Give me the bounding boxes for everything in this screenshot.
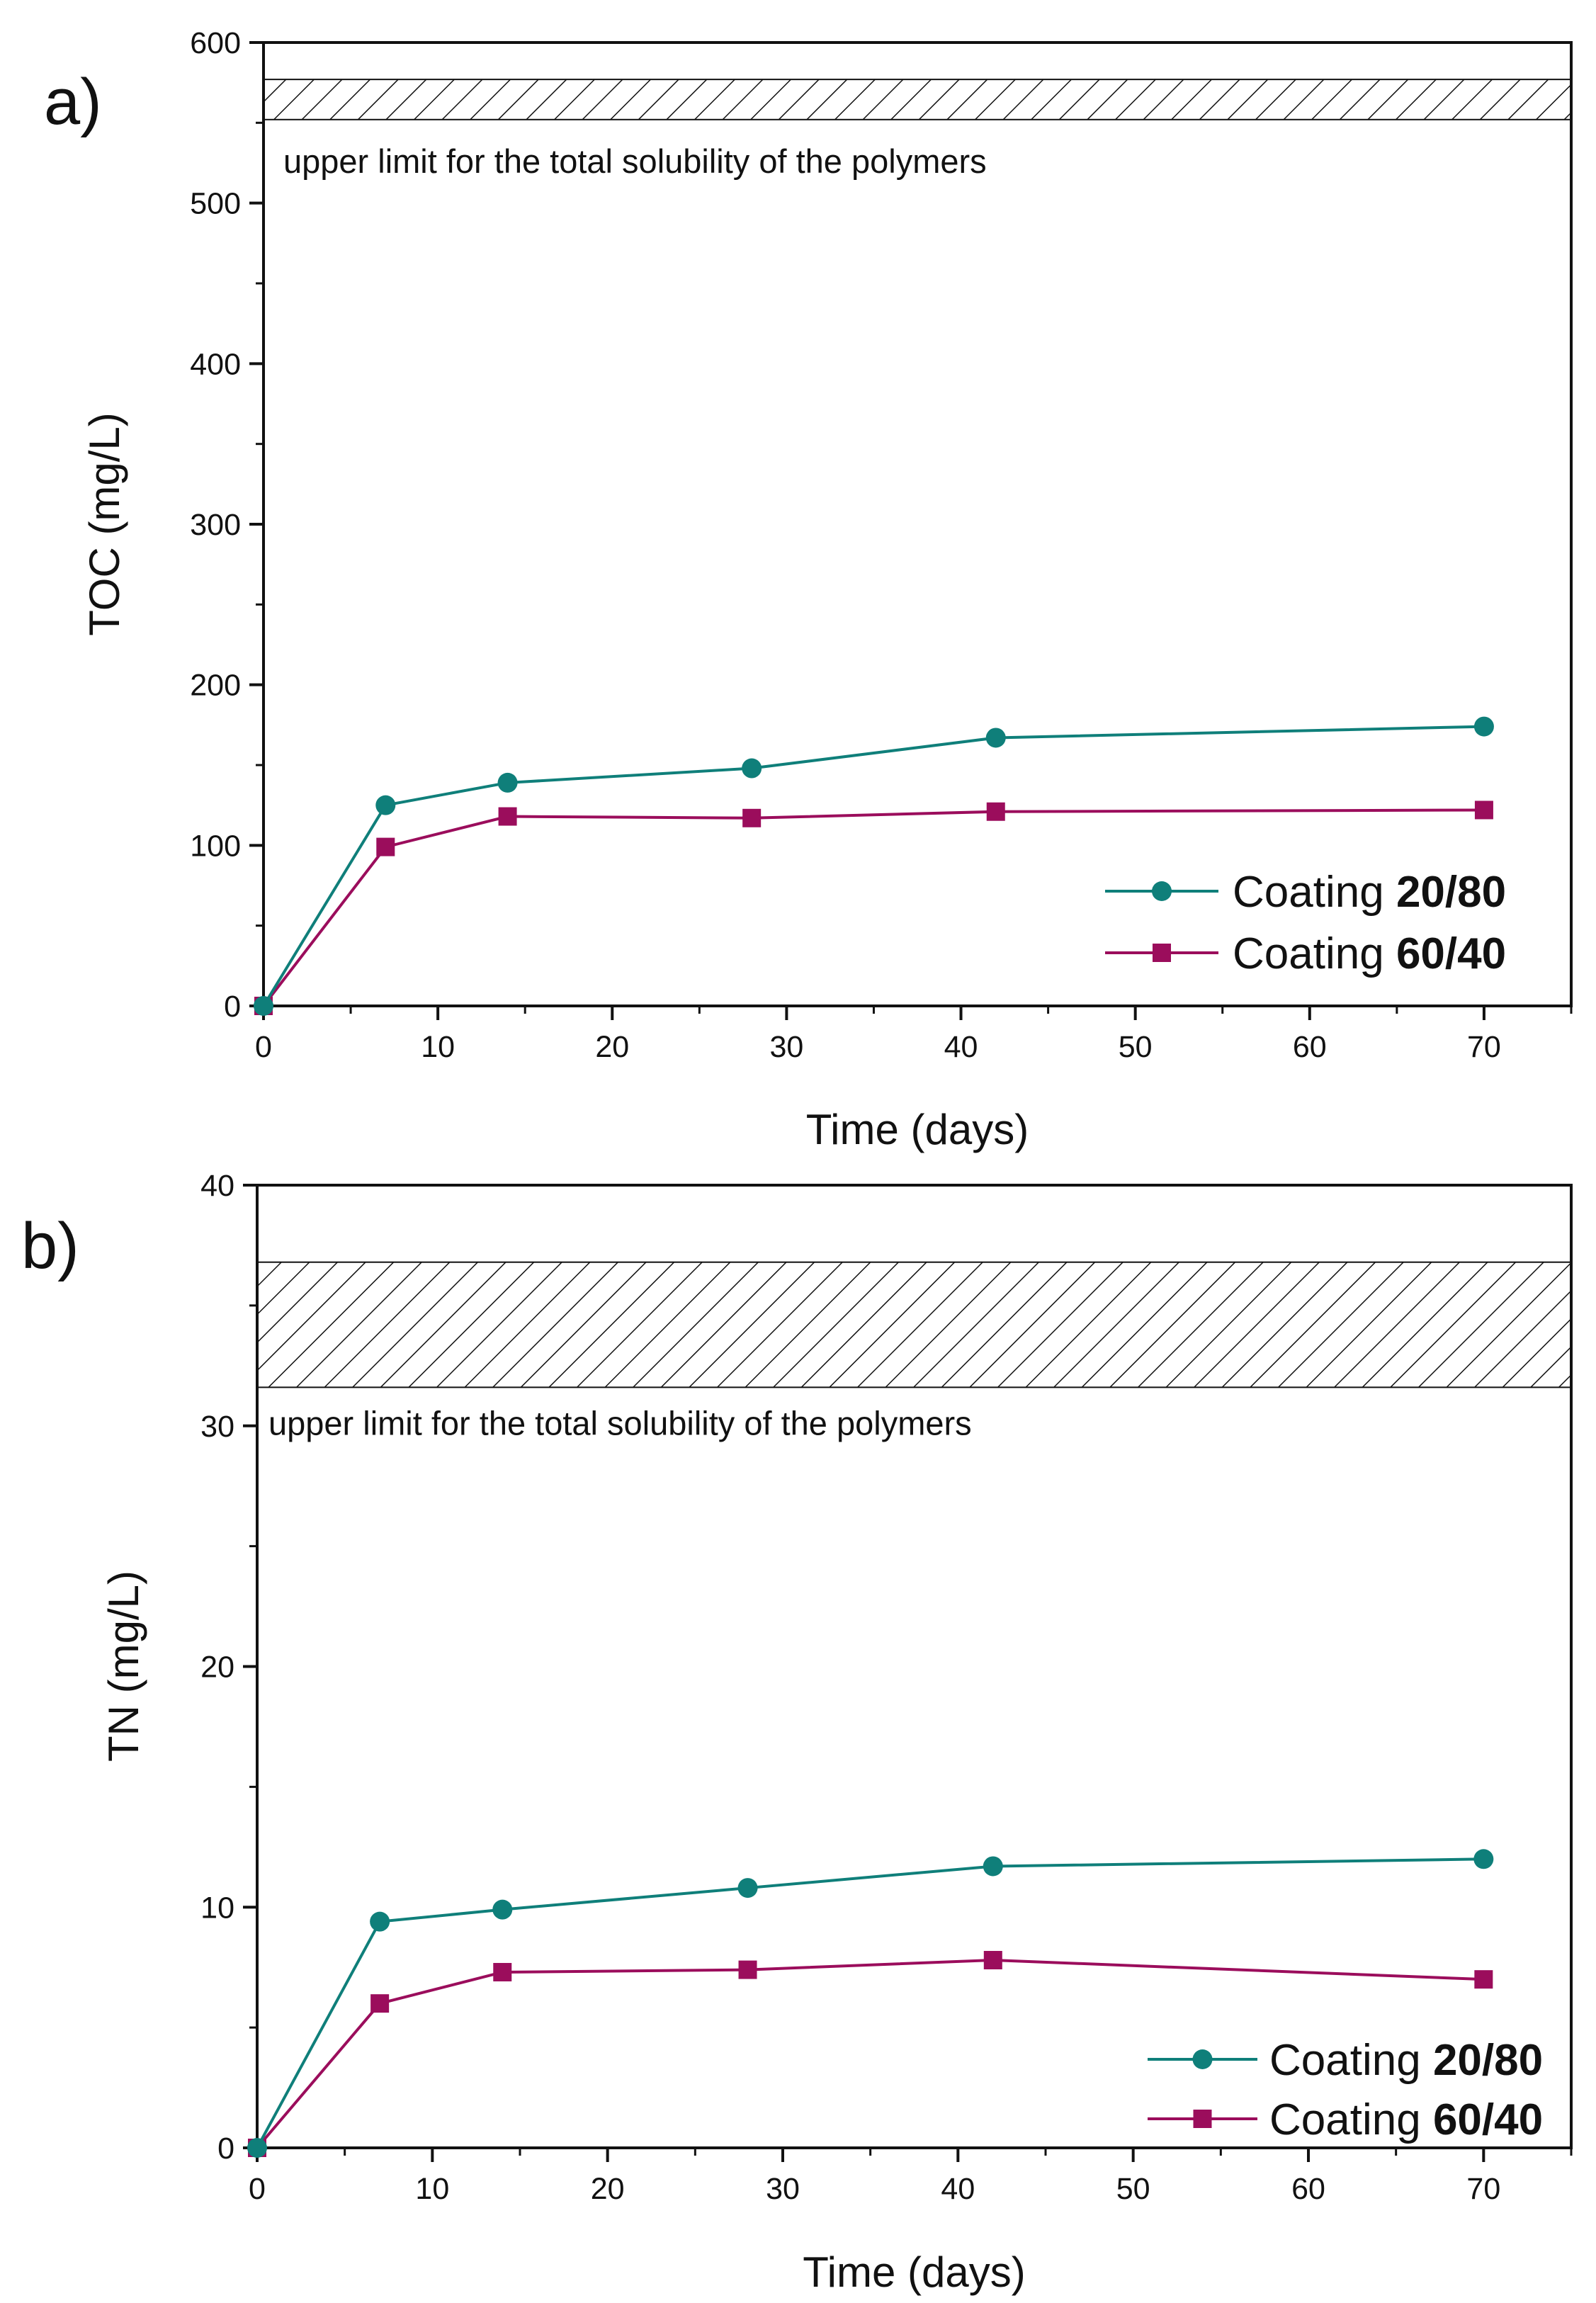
legend-label-20-80: Coating 20/80: [1269, 2036, 1543, 2085]
y-tick-label: 0: [217, 2132, 234, 2166]
y-axis-title: TOC (mg/L): [81, 412, 128, 636]
data-point-60-40: [376, 837, 395, 856]
panel-label: b): [21, 1210, 79, 1282]
chart-panel-b: b) upper limit for the total solubility o…: [21, 1169, 1573, 2296]
data-point-20-80: [1473, 1849, 1494, 1869]
x-tick-label: 50: [1119, 1030, 1153, 1064]
x-tick-label: 70: [1466, 2172, 1500, 2206]
legend-marker-20-80: [1152, 881, 1172, 901]
y-tick-label: 200: [190, 669, 241, 703]
y-tick-label: 100: [190, 829, 241, 863]
data-point-60-40: [1474, 800, 1493, 820]
solubility-limit-label: upper limit for the total solubility of …: [283, 142, 987, 180]
data-point-20-80: [254, 996, 273, 1016]
x-tick-label: 30: [769, 1030, 803, 1064]
y-axis-title: TN (mg/L): [100, 1571, 147, 1762]
data-point-20-80: [247, 2138, 267, 2158]
data-point-20-80: [497, 772, 518, 793]
x-tick-label: 0: [255, 1030, 272, 1064]
x-tick-label: 50: [1116, 2172, 1150, 2206]
x-tick-label: 60: [1293, 1030, 1327, 1064]
y-tick-label: 30: [200, 1410, 234, 1444]
data-point-60-40: [493, 1962, 512, 1981]
legend-marker-60-40: [1193, 2110, 1212, 2128]
data-point-60-40: [738, 1960, 757, 1979]
y-tick-label: 20: [200, 1651, 234, 1685]
solubility-limit-band: [263, 79, 1572, 120]
data-point-60-40: [370, 1994, 390, 2013]
data-point-20-80: [737, 1878, 758, 1899]
y-tick-label: 500: [190, 187, 241, 221]
legend-label-prefix: Coating: [1233, 868, 1396, 917]
x-tick-label: 30: [766, 2172, 800, 2206]
x-axis-title: Time (days): [803, 2248, 1025, 2296]
x-tick-label: 70: [1467, 1030, 1501, 1064]
x-tick-label: 60: [1291, 2172, 1325, 2206]
panel-label: a): [44, 66, 102, 138]
x-axis-title: Time (days): [806, 1106, 1029, 1153]
data-point-20-80: [985, 728, 1006, 748]
data-point-60-40: [986, 802, 1005, 821]
legend-label-60-40: Coating 60/40: [1269, 2095, 1543, 2144]
legend-label-20-80: Coating 20/80: [1233, 868, 1506, 917]
x-tick-label: 20: [595, 1030, 629, 1064]
x-tick-label: 0: [249, 2172, 266, 2206]
x-tick-label: 10: [421, 1030, 455, 1064]
y-tick-label: 300: [190, 508, 241, 542]
legend-label-ratio: 20/80: [1433, 2036, 1543, 2085]
series-line-60-40: [262, 808, 1484, 1007]
chart-panel-a: a) upper limit for the total solubility o…: [44, 26, 1573, 1153]
data-point-60-40: [983, 1950, 1002, 1969]
series-line-20-80: [256, 1857, 1484, 2149]
legend-marker-20-80: [1192, 2049, 1213, 2069]
data-point-60-40: [742, 808, 762, 827]
data-point-20-80: [375, 795, 396, 815]
legend-label-prefix: Coating: [1269, 2036, 1433, 2085]
y-tick-label: 10: [200, 1891, 234, 1925]
legend-label-ratio: 60/40: [1396, 929, 1506, 978]
data-point-60-40: [498, 807, 517, 826]
x-tick-label: 40: [944, 1030, 978, 1064]
y-tick-label: 0: [224, 990, 241, 1024]
x-tick-label: 10: [415, 2172, 449, 2206]
legend-marker-60-40: [1153, 944, 1171, 962]
x-tick-label: 20: [591, 2172, 625, 2206]
y-tick-label: 40: [200, 1169, 234, 1203]
data-point-60-40: [1474, 1970, 1493, 1989]
solubility-limit-band: [256, 1261, 1572, 1388]
data-point-20-80: [370, 1911, 390, 1932]
data-point-20-80: [492, 1899, 513, 1920]
data-point-20-80: [742, 758, 762, 779]
plot-frame: [262, 41, 1573, 1007]
series-line-20-80: [262, 725, 1484, 1007]
legend-label-prefix: Coating: [1269, 2095, 1433, 2144]
legend-label-ratio: 60/40: [1433, 2095, 1543, 2144]
y-tick-label: 600: [190, 26, 241, 60]
series-line-60-40: [256, 1958, 1484, 2149]
x-tick-label: 40: [941, 2172, 975, 2206]
legend-label-60-40: Coating 60/40: [1233, 929, 1506, 978]
legend-label-ratio: 20/80: [1396, 868, 1506, 917]
solubility-limit-label: upper limit for the total solubility of …: [268, 1404, 972, 1442]
y-tick-label: 400: [190, 347, 241, 381]
data-point-20-80: [1473, 716, 1494, 737]
legend-label-prefix: Coating: [1233, 929, 1396, 978]
data-point-20-80: [983, 1856, 1003, 1877]
